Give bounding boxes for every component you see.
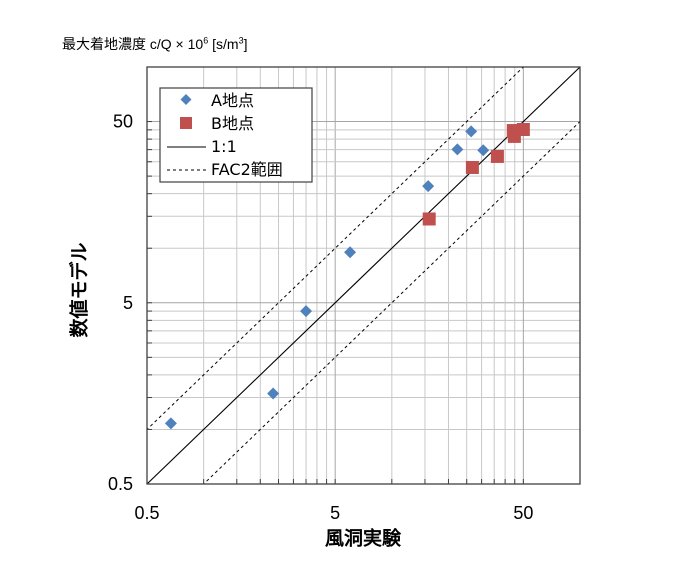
square-marker-icon — [180, 117, 192, 129]
x-tick-label: 50 — [513, 503, 533, 523]
reference-lines — [147, 67, 580, 484]
legend-label-b: B地点 — [211, 114, 254, 133]
diamond-point — [267, 387, 280, 400]
fac2-upper-line — [147, 67, 525, 431]
diamond-point — [477, 144, 490, 157]
diamond-marker-icon — [180, 94, 192, 105]
diamond-point — [164, 417, 177, 430]
y-tick-label: 50 — [113, 112, 133, 132]
y-tick-label: 0.5 — [108, 474, 133, 494]
gridlines — [147, 67, 580, 484]
plot-frame — [146, 66, 581, 485]
x-axis-label: 風洞実験 — [324, 527, 402, 550]
legend-label-a: A地点 — [211, 91, 254, 110]
fac2-lower-line — [202, 120, 580, 484]
chart-title: 最大着地濃度 c/Q × 106 [s/m3] — [62, 35, 248, 52]
diamond-point — [344, 246, 357, 259]
y-tick-label: 5 — [123, 293, 133, 313]
x-tick-label: 5 — [330, 503, 340, 523]
one-to-one-line — [147, 67, 580, 484]
diamond-point — [422, 180, 435, 193]
legend-label-1to1: 1:1 — [211, 137, 237, 156]
square-point — [516, 122, 530, 136]
square-point — [422, 212, 436, 226]
square-point — [465, 160, 479, 174]
data-points — [164, 122, 530, 430]
diamond-point — [451, 143, 464, 156]
legend: A地点 B地点 1:1 FAC2範囲 — [159, 87, 313, 183]
diamond-point — [465, 125, 478, 138]
x-tick-label: 0.5 — [134, 503, 159, 523]
diamond-point — [300, 305, 313, 318]
square-point — [490, 149, 504, 163]
legend-label-fac2: FAC2範囲 — [211, 160, 283, 179]
axis-ticks: 0.5 5 50 0.5 5 50 — [108, 112, 533, 523]
